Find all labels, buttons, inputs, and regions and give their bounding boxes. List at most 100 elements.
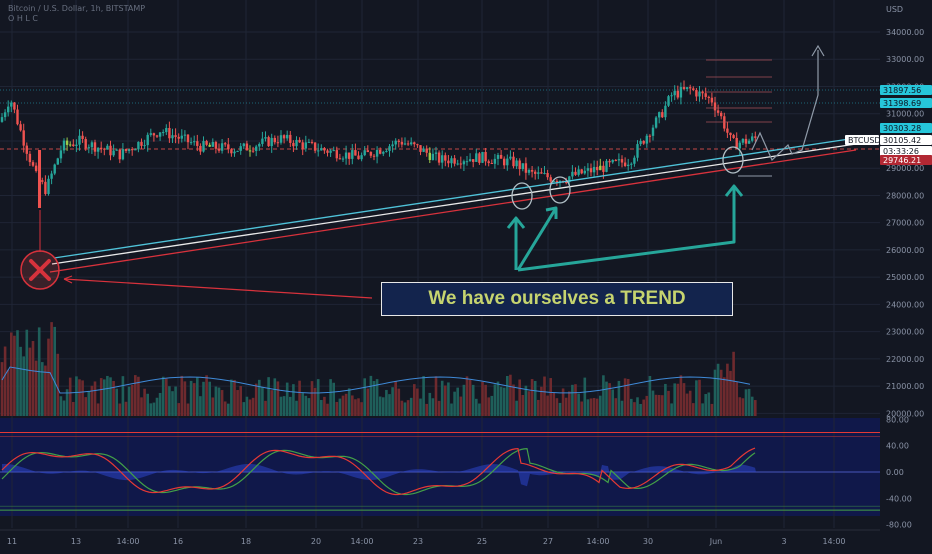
candle xyxy=(679,87,683,98)
volume-bar xyxy=(208,381,211,416)
volume-bar xyxy=(549,378,552,416)
volume-bar xyxy=(124,401,128,416)
candle xyxy=(710,97,714,103)
volume-bar xyxy=(744,389,748,416)
candle xyxy=(484,151,487,162)
candle xyxy=(400,141,404,145)
volume-bar xyxy=(344,393,348,416)
volume-bar xyxy=(493,384,497,416)
volume-bar xyxy=(34,360,38,416)
candle xyxy=(323,148,326,151)
candle xyxy=(540,172,543,174)
candle xyxy=(208,144,211,147)
time-tick-label: 13 xyxy=(71,537,81,546)
candle xyxy=(317,150,320,152)
volume-bar xyxy=(626,378,630,416)
volume-bar xyxy=(313,387,317,416)
candle xyxy=(744,138,748,144)
volume-bar xyxy=(592,397,596,416)
volume-bar xyxy=(25,329,29,416)
candle xyxy=(602,165,605,172)
time-tick-label: 25 xyxy=(477,537,487,546)
candle xyxy=(707,96,710,98)
volume-bar xyxy=(741,398,745,416)
volume-bar xyxy=(754,400,757,416)
volume-bar xyxy=(10,332,13,416)
volume-bar xyxy=(109,377,112,416)
candle xyxy=(313,142,317,151)
candle xyxy=(162,132,165,134)
volume-bar xyxy=(152,402,156,416)
volume-bar xyxy=(87,391,91,416)
candle xyxy=(168,127,171,139)
volume-bar xyxy=(580,401,583,416)
volume-bar xyxy=(388,394,391,416)
candle xyxy=(224,143,227,145)
time-axis[interactable]: 11 13 14:00 16 18 20 14:00 23 25 27 14:00 30 Jun 3 14:… xyxy=(0,529,932,550)
candle xyxy=(493,158,497,164)
price-label-bg xyxy=(880,135,932,145)
candle xyxy=(199,145,202,152)
trend-callout: We have ourselves a TREND xyxy=(381,282,733,316)
volume-bar xyxy=(397,388,401,416)
price-axis[interactable]: USD34000.0033000.0032000.0031000.0030000… xyxy=(845,0,932,550)
volume-bar xyxy=(506,375,509,416)
volume-bar xyxy=(6,369,10,416)
candle xyxy=(592,166,596,173)
volume-bar xyxy=(704,394,707,416)
volume-bar xyxy=(251,397,255,416)
price-label-bg xyxy=(845,135,879,145)
price-tick-label: 26000.00 xyxy=(886,246,924,255)
candle xyxy=(171,135,174,139)
volume-bar xyxy=(335,401,339,416)
volume-bar xyxy=(623,378,627,416)
volume-bar xyxy=(230,379,233,416)
candle xyxy=(174,135,177,137)
candle xyxy=(682,87,686,89)
volume-bar xyxy=(214,386,218,416)
candle xyxy=(93,142,97,152)
candle xyxy=(236,150,239,152)
volume-bar xyxy=(732,351,735,416)
candle xyxy=(282,135,286,139)
candle xyxy=(537,172,540,174)
volume-bar xyxy=(667,390,670,416)
volume-bar xyxy=(140,397,143,416)
candle xyxy=(506,158,509,166)
volume-bar xyxy=(406,400,410,416)
candle xyxy=(518,160,521,170)
volume-bar xyxy=(453,391,456,416)
candle xyxy=(227,144,230,150)
volume-bar xyxy=(636,397,639,416)
volume-bar xyxy=(137,376,140,416)
candle xyxy=(623,162,627,166)
volume-bar xyxy=(484,384,487,416)
volume-bar xyxy=(366,388,370,416)
volume-bar xyxy=(599,395,602,416)
price-tick-label: 33000.00 xyxy=(886,55,924,64)
candle xyxy=(19,124,22,131)
overlays xyxy=(20,44,857,299)
candle xyxy=(245,143,249,151)
candle xyxy=(676,90,679,98)
candle xyxy=(149,133,152,135)
volume-bar xyxy=(589,398,593,416)
touch-circle xyxy=(511,182,533,210)
candle xyxy=(636,144,639,158)
candle xyxy=(512,156,515,167)
volume-bar xyxy=(487,397,490,416)
candle xyxy=(180,135,183,139)
volume-bar xyxy=(428,392,432,416)
candle xyxy=(34,165,38,171)
volume-bar xyxy=(78,379,81,416)
volume-bar xyxy=(84,397,87,416)
candle xyxy=(344,152,348,159)
time-tick-label: 14:00 xyxy=(350,537,373,546)
touch-circle xyxy=(722,146,744,174)
volume-bar xyxy=(301,392,304,416)
volume-bar xyxy=(155,397,159,416)
candle xyxy=(478,153,481,163)
volume-bar xyxy=(459,396,463,416)
volume-bar xyxy=(648,376,652,416)
